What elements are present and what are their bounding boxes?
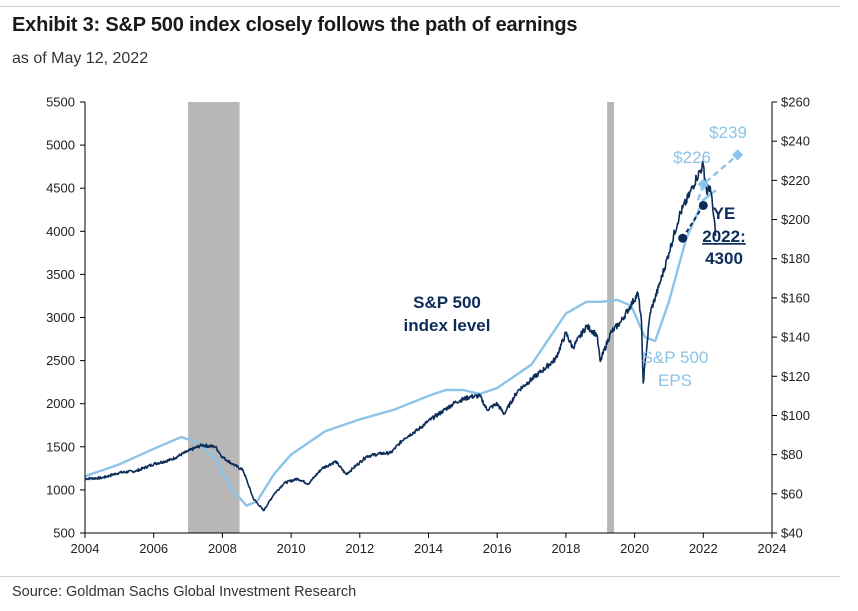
left-tick-label: 3000 bbox=[46, 310, 75, 325]
x-tick-label: 2020 bbox=[620, 541, 649, 556]
right-tick-label: $60 bbox=[781, 486, 803, 501]
right-tick-label: $160 bbox=[781, 290, 810, 305]
eps-forecast-marker bbox=[731, 149, 744, 161]
chart-title: Exhibit 3: S&P 500 index closely follows… bbox=[12, 14, 578, 36]
index-series-layer bbox=[84, 160, 717, 512]
eps-label-line2: EPS bbox=[658, 371, 692, 390]
left-tick-label: 4000 bbox=[46, 224, 75, 239]
eps-2023-label: $239 bbox=[709, 123, 747, 142]
chart-canvas: 500 1000 1500 2000 2500 3000 3500 4000 4500 5000 5… bbox=[46, 95, 810, 557]
ye-label: YE bbox=[713, 204, 736, 223]
left-tick-label: 1500 bbox=[46, 439, 75, 454]
bottom-rule bbox=[0, 576, 840, 577]
ye-year-label: 2022: bbox=[702, 227, 745, 246]
index-label-line1: S&P 500 bbox=[413, 293, 481, 312]
left-tick-label: 5000 bbox=[46, 138, 75, 153]
chart-subtitle: as of May 12, 2022 bbox=[12, 50, 149, 67]
eps-forecast-marker bbox=[697, 178, 709, 190]
x-tick-label: 2006 bbox=[139, 541, 168, 556]
x-tick-label: 2024 bbox=[758, 541, 787, 556]
right-tick-label: $260 bbox=[781, 95, 810, 110]
x-tick-label: 2016 bbox=[483, 541, 512, 556]
projection-layer bbox=[678, 149, 744, 243]
right-tick-label: $120 bbox=[781, 369, 810, 384]
x-tick-label: 2012 bbox=[345, 541, 374, 556]
x-tick-label: 2018 bbox=[551, 541, 580, 556]
recession-shading-layer bbox=[188, 102, 614, 533]
left-tick-label: 5500 bbox=[46, 95, 75, 110]
index-line bbox=[84, 160, 717, 512]
right-tick-label: $40 bbox=[781, 526, 803, 541]
x-tick-label: 2004 bbox=[71, 541, 100, 556]
x-tick-label: 2014 bbox=[414, 541, 443, 556]
left-tick-label: 4500 bbox=[46, 181, 75, 196]
axis-layer: 500 1000 1500 2000 2500 3000 3500 4000 4500 5000 5… bbox=[46, 95, 810, 557]
right-tick-label: $100 bbox=[781, 408, 810, 423]
right-tick-label: $140 bbox=[781, 330, 810, 345]
recession-band-1 bbox=[607, 102, 614, 533]
x-tick-label: 2008 bbox=[208, 541, 237, 556]
right-tick-label: $220 bbox=[781, 173, 810, 188]
left-tick-label: 2500 bbox=[46, 353, 75, 368]
annotation-layer: S&P 500 index level S&P 500 EPS $226 $23… bbox=[404, 123, 747, 390]
index-forecast-marker bbox=[678, 233, 688, 243]
left-tick-label: 1000 bbox=[46, 482, 75, 497]
left-tick-label: 3500 bbox=[46, 267, 75, 282]
eps-line bbox=[84, 189, 717, 507]
ye-value-label: 4300 bbox=[705, 249, 743, 268]
top-rule bbox=[0, 6, 840, 7]
x-tick-label: 2022 bbox=[689, 541, 718, 556]
left-tick-label: 2000 bbox=[46, 396, 75, 411]
index-label-line2: index level bbox=[404, 316, 491, 335]
right-tick-label: $180 bbox=[781, 251, 810, 266]
right-tick-label: $200 bbox=[781, 212, 810, 227]
right-tick-label: $80 bbox=[781, 447, 803, 462]
index-forecast-marker bbox=[698, 200, 708, 210]
right-tick-label: $240 bbox=[781, 134, 810, 149]
eps-series-layer bbox=[84, 189, 717, 507]
left-tick-label: 500 bbox=[53, 526, 75, 541]
recession-band-0 bbox=[188, 102, 240, 533]
eps-forecast-line bbox=[696, 153, 739, 201]
eps-2022-label: $226 bbox=[673, 148, 711, 167]
source-note: Source: Goldman Sachs Global Investment … bbox=[12, 584, 357, 600]
eps-label-line1: S&P 500 bbox=[642, 348, 709, 367]
x-tick-label: 2010 bbox=[277, 541, 306, 556]
